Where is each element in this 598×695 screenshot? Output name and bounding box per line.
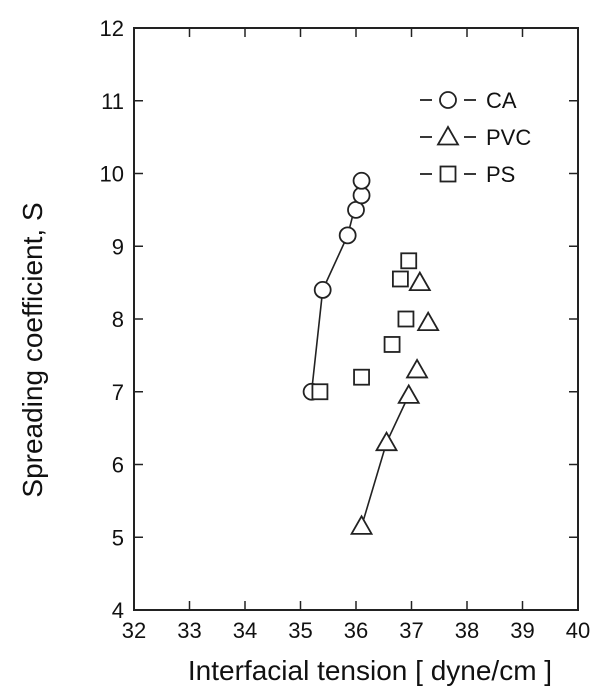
data-point-ca [313, 280, 332, 299]
data-point-pvc [349, 514, 374, 535]
x-tick-label: 38 [455, 618, 479, 643]
series-line-pvc [360, 395, 410, 527]
axes: 32 33 34 35 36 37 38 39 40 4 5 6 7 8 9 10 11 12 [100, 16, 591, 643]
y-tick-label: 7 [112, 380, 124, 405]
data-point-ps [311, 383, 329, 401]
y-tick-label: 6 [112, 453, 124, 478]
x-axis-title: Interfacial tension [ dyne/cm ] [188, 655, 552, 686]
data-point-pvc [397, 383, 421, 404]
data-point-ps [391, 270, 409, 288]
data-point-pvc [416, 310, 440, 332]
series-lines [310, 180, 410, 527]
y-tick-label: 10 [100, 162, 124, 187]
data-point-ps [397, 310, 415, 328]
y-tick-label: 8 [112, 307, 124, 332]
x-tick-label: 32 [122, 618, 146, 643]
legend-label: PS [486, 162, 515, 187]
legend-item-ps: PS [420, 162, 515, 187]
x-tick-label: 37 [399, 618, 423, 643]
legend-item-ca: CA [420, 88, 517, 113]
data-point-pvc [408, 270, 432, 292]
y-tick-label: 12 [100, 16, 124, 41]
legend: CA PVC PS [420, 88, 531, 187]
data-point-ca [347, 200, 365, 219]
y-tick-label: 9 [112, 234, 124, 259]
data-point-ca [352, 186, 371, 205]
legend-item-pvc: PVC [420, 125, 531, 150]
legend-marker-pvc [436, 125, 460, 146]
data-point-ca [352, 171, 371, 190]
x-tick-label: 40 [566, 618, 590, 643]
x-tick-label: 33 [177, 618, 201, 643]
legend-label: CA [486, 88, 517, 113]
legend-marker-ca [439, 91, 457, 109]
plot-frame [133, 27, 579, 611]
data-point-ps [400, 252, 418, 270]
data-marks [302, 171, 440, 535]
y-tick-label: 5 [112, 525, 124, 550]
legend-label: PVC [486, 125, 531, 150]
x-tick-label: 34 [233, 618, 257, 643]
x-tick-label: 39 [510, 618, 534, 643]
data-point-pvc [405, 358, 429, 379]
data-point-ps [383, 336, 401, 353]
legend-marker-ps [439, 165, 457, 183]
x-tick-label: 35 [288, 618, 312, 643]
y-axis-title: Spreading coefficient, S [17, 202, 48, 497]
data-point-ca [338, 226, 357, 245]
y-tick-label: 4 [112, 598, 124, 623]
data-point-ps [353, 368, 370, 386]
data-point-pvc [374, 430, 399, 452]
x-tick-label: 36 [344, 618, 368, 643]
y-tick-label: 11 [101, 89, 124, 114]
